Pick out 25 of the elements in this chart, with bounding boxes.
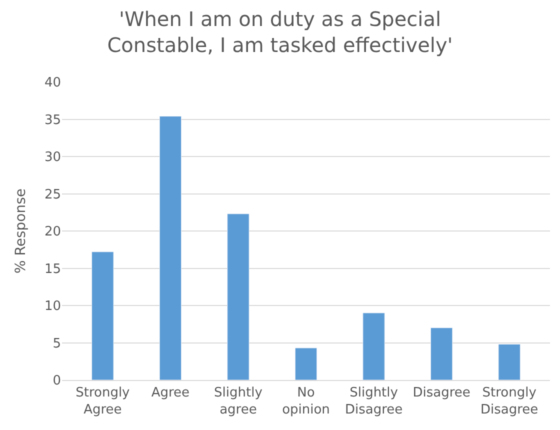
x-tick-label: Slightly Disagree [344, 386, 403, 418]
x-tick-label: Slightly agree [214, 386, 263, 418]
y-tick-label: 30 [44, 150, 61, 166]
y-tick-label: 0 [52, 374, 61, 389]
bar [92, 252, 114, 380]
bar [227, 214, 250, 380]
bar [362, 312, 385, 380]
y-axis-title: % Response [13, 188, 30, 274]
y-tick-label: 10 [44, 299, 61, 314]
y-tick-label: 15 [44, 262, 61, 277]
x-tick-label: Strongly Disagree [480, 386, 538, 418]
bar [498, 344, 520, 380]
x-tick-label: Strongly Agree [76, 386, 130, 418]
bar [294, 348, 318, 380]
y-tick-label: 20 [44, 224, 61, 240]
x-tick-label: Agree [151, 386, 190, 401]
y-tick-label: 35 [44, 112, 61, 128]
y-tick-label: 5 [52, 336, 61, 352]
y-tick-label: 40 [44, 76, 61, 91]
bar [430, 328, 453, 380]
bar [159, 116, 182, 380]
y-tick-label: 25 [44, 187, 61, 202]
chart-title: 'When I am on duty as a Special Constable, I am tasked effectively' [107, 6, 453, 57]
x-tick-label: No opinion [282, 386, 330, 418]
x-tick-label: Disagree [412, 386, 470, 401]
